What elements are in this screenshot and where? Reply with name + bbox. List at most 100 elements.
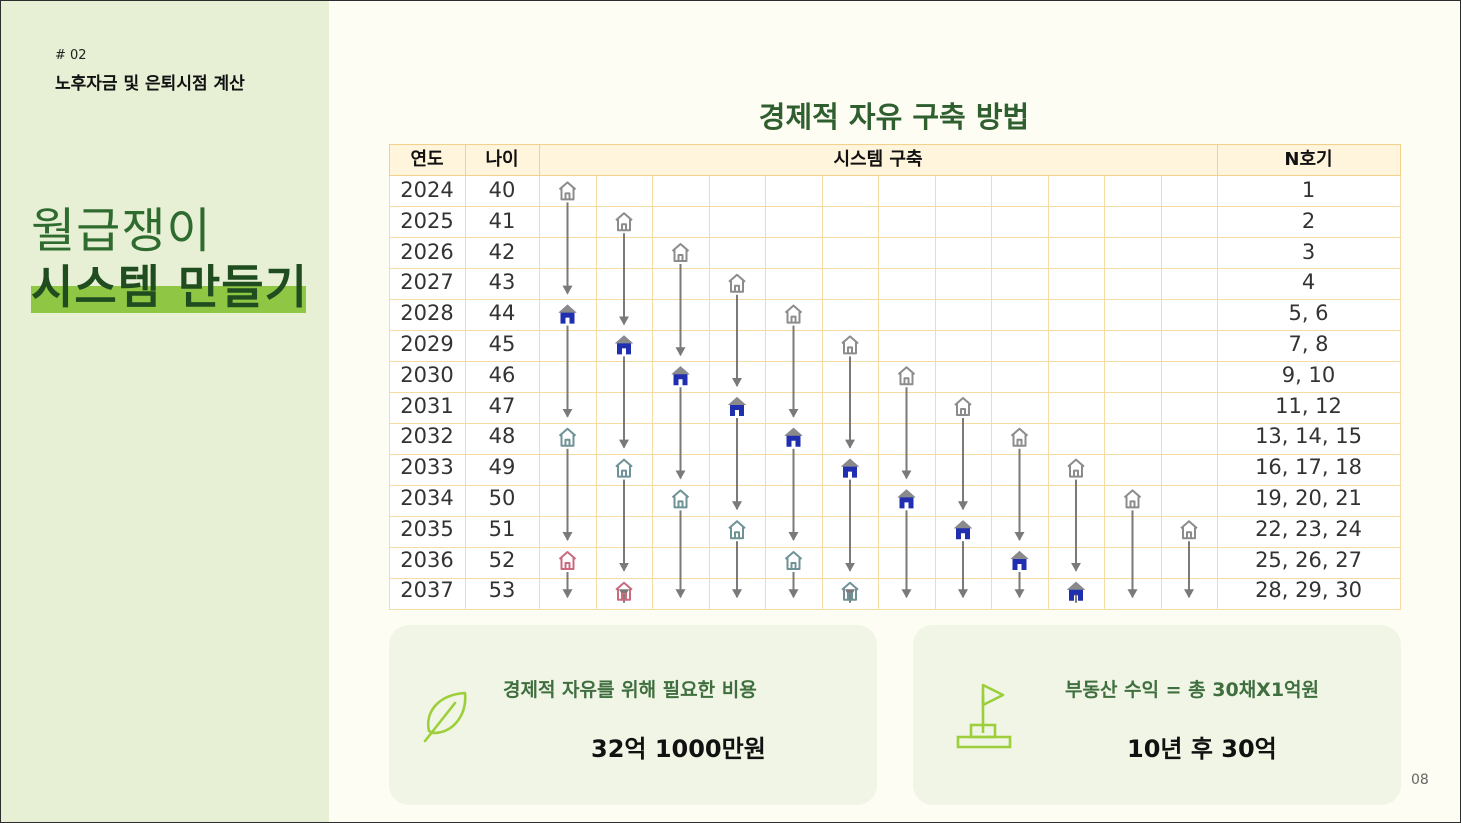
cost-card-label: 경제적 자유를 위해 필요한 비용	[503, 679, 757, 701]
age-cell: 43	[488, 270, 516, 295]
n-cell: 5, 6	[1288, 301, 1329, 326]
table-cell	[878, 206, 936, 238]
table-row	[389, 175, 1402, 207]
n-cell: 4	[1301, 270, 1316, 295]
table-cell	[878, 361, 936, 393]
table-cell	[1048, 206, 1105, 238]
table-cell	[1104, 237, 1162, 269]
house-icon	[558, 551, 577, 570]
table-cell	[389, 361, 466, 393]
table-cell	[465, 237, 540, 269]
table-cell	[878, 175, 936, 207]
table-cell	[1104, 330, 1162, 362]
table-cell	[765, 237, 823, 269]
table-cell	[1217, 454, 1402, 486]
table-row	[389, 423, 1402, 455]
table-cell	[389, 330, 466, 362]
table-cell	[1217, 485, 1402, 517]
table-cell	[1048, 237, 1105, 269]
table-cell	[389, 547, 466, 579]
table-cell	[1104, 392, 1162, 424]
house-icon	[841, 335, 859, 355]
table-cell	[1217, 516, 1402, 548]
n-cell: 2	[1301, 208, 1316, 233]
table-cell	[465, 361, 540, 393]
table-cell	[389, 237, 466, 269]
year-cell: 2035	[400, 516, 454, 541]
table-cell	[389, 423, 466, 455]
age-cell: 53	[488, 578, 516, 603]
house-icon	[671, 489, 690, 509]
table-cell	[991, 299, 1049, 331]
house-icon	[558, 427, 577, 447]
table-row	[389, 206, 1402, 238]
table-cell	[1104, 206, 1162, 238]
table-cell	[935, 361, 992, 393]
table-cell	[389, 578, 466, 610]
age-cell: 44	[488, 301, 516, 326]
table-cell	[935, 330, 992, 362]
table-cell	[1217, 299, 1402, 331]
age-cell: 51	[488, 516, 516, 541]
table-cell	[539, 175, 597, 207]
table-cell	[1217, 392, 1402, 424]
hero-highlight-bar	[31, 286, 306, 313]
house-icon	[728, 520, 746, 540]
system-table: 연도 나이 시스템 구축 N호기 2024 40 1 2025 41 2 2026 42 3 2027 43…	[389, 144, 1402, 610]
n-cell: 25, 26, 27	[1255, 547, 1362, 572]
table-cell	[1160, 299, 1219, 331]
house-icon	[1067, 581, 1085, 601]
table-cell	[878, 268, 936, 300]
header-year: 연도	[410, 149, 444, 170]
header-cell	[1217, 144, 1402, 176]
table-cell	[935, 237, 992, 269]
house-icon	[841, 458, 859, 478]
table-cell	[709, 268, 766, 300]
main-title: 경제적 자유 구축 방법	[758, 100, 1030, 134]
table-cell	[465, 392, 540, 424]
table-cell	[1104, 423, 1162, 455]
table-cell	[652, 237, 710, 269]
section-title: 노후자금 및 은퇴시점 계산	[55, 74, 245, 94]
cost-card: 경제적 자유를 위해 필요한 비용 32억 1000만원	[389, 625, 877, 805]
age-cell: 47	[488, 393, 516, 418]
table-cell	[1104, 454, 1162, 486]
house-icon	[615, 458, 633, 478]
hero-line-1: 월급쟁이	[31, 203, 212, 259]
table-cell	[822, 175, 879, 207]
year-cell: 2033	[400, 455, 454, 480]
year-cell: 2036	[400, 547, 454, 572]
house-icon	[954, 397, 972, 416]
table-cell	[1217, 361, 1402, 393]
house-icon	[954, 520, 972, 540]
table-cell	[878, 330, 936, 362]
n-cell: 28, 29, 30	[1255, 578, 1362, 603]
table-cell	[1217, 547, 1402, 579]
section-number: # 02	[55, 48, 87, 63]
table-cell	[465, 268, 540, 300]
table-cell	[465, 578, 540, 610]
age-cell: 40	[488, 178, 516, 202]
table-cell	[991, 330, 1049, 362]
income-card-value: 10년 후 30억	[1127, 735, 1277, 763]
table-cell	[389, 485, 466, 517]
year-cell: 2028	[400, 301, 454, 326]
house-icon	[728, 397, 746, 416]
table-grid	[389, 144, 1402, 610]
year-cell: 2025	[400, 208, 454, 233]
table-cell	[465, 206, 540, 238]
table-cell	[765, 268, 823, 300]
year-cell: 2029	[400, 332, 454, 356]
table-cell	[991, 268, 1049, 300]
arrow-layer	[558, 181, 1198, 603]
leaf-icon	[423, 691, 467, 743]
house-icon	[671, 243, 690, 262]
table-cell	[389, 454, 466, 486]
house-icon	[784, 427, 803, 447]
table-cell	[878, 299, 936, 331]
table-cell	[1048, 423, 1105, 455]
flag-icon	[956, 683, 1012, 749]
table-cell	[1217, 175, 1402, 207]
house-icon	[615, 581, 633, 601]
